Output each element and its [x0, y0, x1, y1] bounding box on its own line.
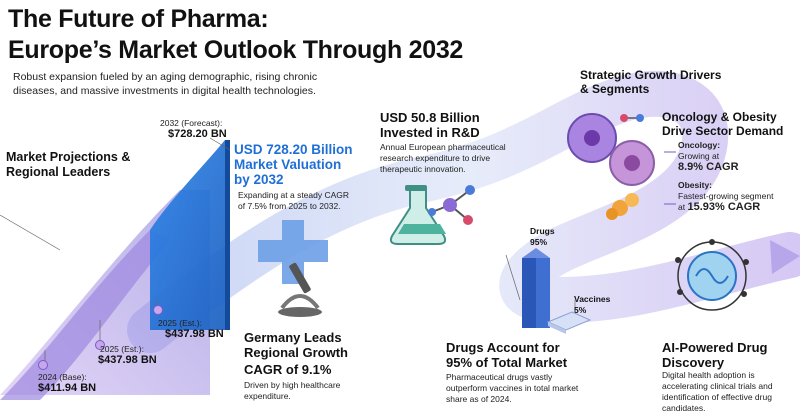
share-heading: Drugs Account for 95% of Total Market: [446, 340, 567, 370]
vaccines-value: 5%: [574, 305, 587, 315]
road-ribbon: [127, 70, 800, 353]
molecule-small-icon: [620, 114, 644, 122]
valuation-bar: [150, 140, 225, 330]
valuation-heading: USD 728.20 Billion Market Valuation by 2…: [234, 142, 353, 187]
marker-est1: [153, 305, 163, 315]
drivers-heading: Strategic Growth Drivers & Segments: [580, 68, 721, 96]
obesity-text1: Fastest-growing segment: [678, 191, 774, 201]
share-heading-line2: 95% of Total Market: [446, 355, 568, 370]
valuation-bar-side: [225, 140, 230, 330]
oncology-heading-line1: Oncology & Obesity: [662, 110, 777, 124]
oncology-block: Oncology: Growing at 8.9% CAGR: [678, 140, 739, 173]
page-title: The Future of Pharma: Europe’s Market Ou…: [8, 4, 463, 66]
arrow-head: [770, 240, 800, 274]
obesity-value: 15.93% CAGR: [687, 201, 761, 213]
obesity-label: Obesity:: [678, 180, 713, 190]
drivers-heading-line2: & Segments: [580, 82, 650, 96]
obesity-block: Obesity: Fastest-growing segment at 15.9…: [678, 180, 773, 213]
marker-est2: [95, 340, 105, 350]
drugs-label: Drugs: [530, 226, 555, 236]
rnd-heading: USD 50.8 Billion Invested in R&D: [380, 110, 480, 140]
germany-heading-line2: Regional Growth: [244, 345, 348, 360]
share-note: Pharmaceutical drugs vastly outperform v…: [446, 372, 579, 404]
oncology-value: 8.9% CAGR: [678, 161, 739, 173]
medical-cross-icon: [258, 220, 328, 284]
base-value: $411.94 BN: [38, 382, 97, 394]
forecast-value: $728.20 BN: [168, 128, 227, 140]
ai-heading-line1: AI-Powered Drug: [662, 340, 768, 355]
page-subtitle: Robust expansion fueled by an aging demo…: [13, 71, 318, 97]
est1-value: $437.98 BN: [165, 328, 224, 340]
valuation-line3: by 2032: [234, 172, 284, 187]
microscope-icon: [278, 262, 322, 317]
cancer-cell-icon: [567, 113, 655, 186]
projections-heading-line2: Regional Leaders: [6, 165, 111, 179]
base-label: 2024 (Base):: [38, 372, 87, 382]
obesity-text2: at: [678, 202, 686, 212]
title-line-1: The Future of Pharma:: [8, 5, 269, 33]
rnd-heading-line2: Invested in R&D: [380, 125, 480, 140]
oncology-heading: Oncology & Obesity Drive Sector Demand: [662, 110, 783, 138]
valuation-line2: Market Valuation: [234, 157, 342, 172]
vaccines-share-label: Vaccines 5%: [574, 294, 610, 316]
wave-mid: [0, 230, 170, 400]
germany-heading: Germany Leads Regional Growth: [244, 330, 348, 360]
est2-value: $437.98 BN: [98, 354, 157, 366]
ai-heading: AI-Powered Drug Discovery: [662, 340, 767, 370]
est2-label: 2025 (Est.):: [100, 344, 144, 354]
cagr-note: Expanding at a steady CAGR of 7.5% from …: [238, 190, 350, 211]
molecule-icon: [428, 185, 475, 225]
germany-note: Driven by high healthcare expenditure.: [244, 380, 341, 401]
valuation-line1: USD 728.20 Billion: [234, 142, 353, 157]
drivers-heading-line1: Strategic Growth Drivers: [580, 68, 722, 82]
drugs-share-label: Drugs 95%: [530, 226, 555, 248]
vaccines-label: Vaccines: [574, 294, 611, 304]
share-heading-line1: Drugs Account for: [446, 340, 560, 355]
est1-label: 2025 (Est.):: [158, 318, 202, 328]
oncology-heading-line2: Drive Sector Demand: [662, 124, 784, 138]
title-line-2: Europe’s Market Outlook Through 2032: [8, 36, 464, 64]
ai-note: Digital health adoption is accelerating …: [662, 370, 773, 413]
oncology-text: Growing at: [678, 151, 720, 161]
ai-heading-line2: Discovery: [662, 355, 725, 370]
drugs-share-block: [522, 248, 550, 328]
rnd-note: Annual European pharmaceutical research …: [380, 142, 506, 174]
projections-heading: Market Projections & Regional Leaders: [6, 150, 130, 180]
projections-heading-line1: Market Projections &: [6, 150, 131, 164]
flask-icon: [389, 185, 447, 245]
fat-cells-icon: [606, 193, 639, 220]
rnd-heading-line1: USD 50.8 Billion: [380, 110, 480, 125]
ai-brain-icon: [675, 239, 749, 311]
marker-base: [38, 360, 48, 370]
germany-heading-line1: Germany Leads: [244, 330, 342, 345]
germany-cagr: CAGR of 9.1%: [244, 362, 332, 377]
forecast-label: 2032 (Forecast):: [160, 118, 223, 128]
vaccines-share-block: [546, 311, 592, 334]
drugs-value: 95%: [530, 237, 548, 247]
oncology-label: Oncology:: [678, 140, 721, 150]
